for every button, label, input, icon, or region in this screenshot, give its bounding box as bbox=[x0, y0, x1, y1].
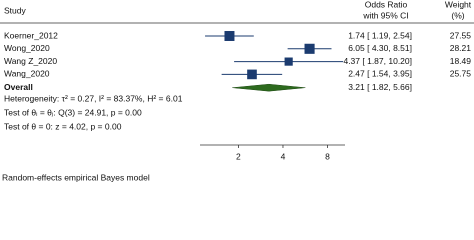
study-label: Koerner_2012 bbox=[4, 30, 58, 40]
effect-label: 1.74 [ 1.19, 2.54] bbox=[348, 30, 412, 40]
overall-label: Overall bbox=[4, 82, 33, 92]
annotation: Heterogeneity: τ² = 0.27, I² = 83.37%, H… bbox=[4, 93, 183, 103]
weight-header: Weight bbox=[445, 0, 472, 9]
overall-diamond bbox=[232, 83, 306, 92]
effect-header: with 95% CI bbox=[362, 10, 408, 20]
study-header: Study bbox=[4, 5, 26, 15]
study-box bbox=[284, 57, 293, 66]
annotation: Test of θᵢ = θⱼ: Q(3) = 24.91, p = 0.00 bbox=[4, 107, 142, 117]
annotation: Test of θ = 0: z = 4.02, p = 0.00 bbox=[4, 121, 122, 131]
x-tick-label: 2 bbox=[236, 151, 241, 161]
study-label: Wang_2020 bbox=[4, 69, 50, 79]
forest-plot: Study Odds Ratio with 95% CI Weight (%) … bbox=[0, 0, 474, 186]
effect-header: Odds Ratio bbox=[365, 0, 408, 9]
weight-header: (%) bbox=[451, 10, 464, 20]
weight-label: 27.55 bbox=[450, 30, 472, 40]
footer: Random-effects empirical Bayes model bbox=[2, 172, 150, 182]
x-tick-label: 8 bbox=[325, 151, 330, 161]
x-tick-label: 4 bbox=[281, 151, 286, 161]
weight-label: 18.49 bbox=[450, 56, 472, 66]
effect-label: 2.47 [ 1.54, 3.95] bbox=[348, 69, 412, 79]
background bbox=[0, 0, 474, 186]
effect-label: 6.05 [ 4.30, 8.51] bbox=[348, 43, 412, 53]
overall-effect-label: 3.21 [ 1.82, 5.66] bbox=[348, 82, 412, 92]
study-box bbox=[304, 43, 315, 54]
study-label: Wong_2020 bbox=[4, 43, 50, 53]
study-label: Wang Z_2020 bbox=[4, 56, 57, 66]
weight-label: 28.21 bbox=[450, 43, 472, 53]
effect-label: 4.37 [ 1.87, 10.20] bbox=[343, 56, 412, 66]
weight-label: 25.75 bbox=[450, 69, 472, 79]
study-box bbox=[224, 31, 235, 41]
study-box bbox=[247, 69, 257, 80]
